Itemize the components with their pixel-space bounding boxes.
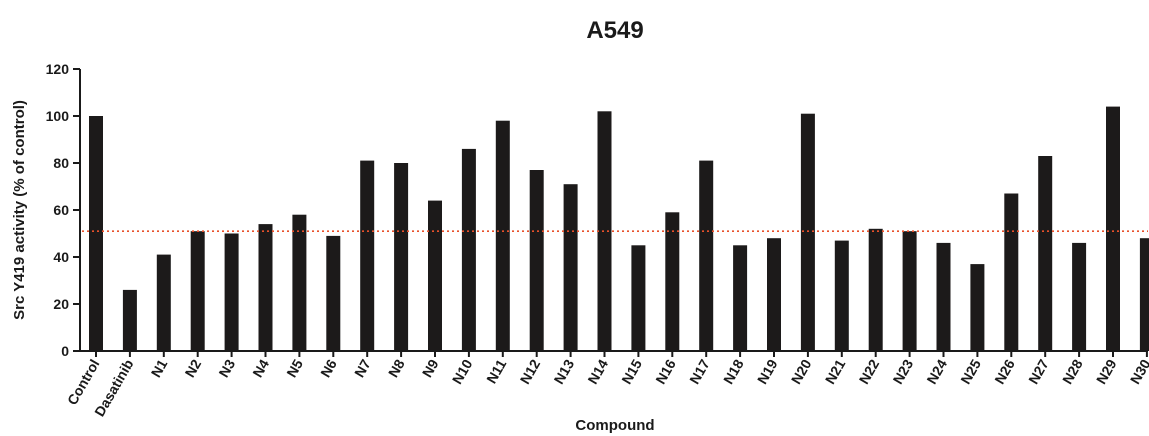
bar-n5 (292, 214, 307, 351)
y-tick-label-100: 100 (46, 108, 70, 124)
x-tick-label-n9: N9 (419, 356, 442, 380)
x-tick-label-n16: N16 (652, 356, 679, 386)
bar-n18 (733, 245, 748, 352)
bar-n4 (258, 224, 273, 351)
x-tick-label-n6: N6 (317, 356, 340, 380)
bar-n11 (495, 120, 510, 351)
x-tick-label-n4: N4 (249, 356, 272, 380)
bar-n22 (868, 228, 883, 351)
bar-n25 (970, 264, 985, 351)
bar-dasatinib (122, 289, 137, 351)
x-tick-label-n26: N26 (991, 356, 1018, 386)
x-tick-label-n8: N8 (385, 356, 408, 380)
y-tick-label-40: 40 (53, 249, 69, 265)
x-tick-label-n30: N30 (1127, 356, 1149, 386)
x-tick-label-n15: N15 (618, 356, 645, 386)
bar-n16 (665, 212, 680, 351)
x-tick-label-n1: N1 (148, 356, 171, 380)
y-tick-label-60: 60 (53, 202, 69, 218)
bar-n12 (529, 170, 544, 351)
y-tick-label-0: 0 (61, 343, 69, 359)
bar-n21 (834, 240, 849, 351)
bar-n28 (1072, 242, 1087, 351)
x-tick-label-n28: N28 (1059, 356, 1086, 386)
bar-n30 (1139, 238, 1149, 351)
bar-n24 (936, 242, 951, 351)
y-axis-label: Src Y419 activity (% of control) (11, 100, 28, 320)
x-tick-label-n3: N3 (215, 356, 238, 380)
bar-n23 (902, 231, 917, 351)
bar-n26 (1004, 193, 1019, 351)
x-tick-label-n23: N23 (889, 356, 916, 386)
bar-n6 (326, 235, 341, 351)
bar-n7 (360, 160, 375, 351)
x-tick-label-n5: N5 (283, 356, 306, 380)
x-tick-label-n2: N2 (181, 356, 204, 380)
bar-n17 (699, 160, 714, 351)
x-tick-label-n12: N12 (517, 356, 544, 386)
bar-n15 (631, 245, 646, 352)
x-tick-label-n7: N7 (351, 356, 374, 380)
x-tick-label-n13: N13 (550, 356, 577, 386)
bar-n19 (767, 238, 781, 351)
x-tick-label-n17: N17 (686, 356, 713, 386)
bar-control (89, 116, 103, 351)
x-tick-label-n21: N21 (822, 356, 849, 386)
x-tick-label-n11: N11 (483, 356, 509, 386)
x-tick-label-n10: N10 (449, 356, 476, 386)
bar-n20 (800, 113, 815, 351)
x-tick-label-n24: N24 (923, 356, 950, 386)
chart-title: A549 (586, 17, 643, 44)
x-axis-label: Compound (575, 417, 654, 434)
x-tick-label-n18: N18 (720, 356, 747, 386)
y-tick-label-120: 120 (46, 61, 70, 77)
x-tick-label-n27: N27 (1025, 356, 1052, 386)
x-tick-label-n29: N29 (1093, 356, 1120, 386)
bar-n10 (461, 148, 476, 351)
x-tick-label-n25: N25 (957, 356, 984, 386)
x-tick-label-n14: N14 (584, 356, 611, 386)
bar-n29 (1106, 106, 1120, 351)
bar-n13 (563, 184, 578, 351)
x-tick-label-n20: N20 (788, 356, 815, 386)
y-tick-label-80: 80 (53, 155, 69, 171)
y-tick-label-20: 20 (53, 296, 69, 312)
x-tick-label-n19: N19 (754, 356, 781, 386)
x-tick-label-n22: N22 (856, 356, 883, 386)
bar-n1 (156, 254, 171, 351)
bar-n8 (394, 163, 409, 351)
bar-n14 (597, 111, 612, 351)
bar-n27 (1038, 156, 1053, 351)
bar-n2 (190, 231, 205, 351)
bar-n3 (224, 233, 239, 351)
bar-n9 (428, 200, 442, 351)
